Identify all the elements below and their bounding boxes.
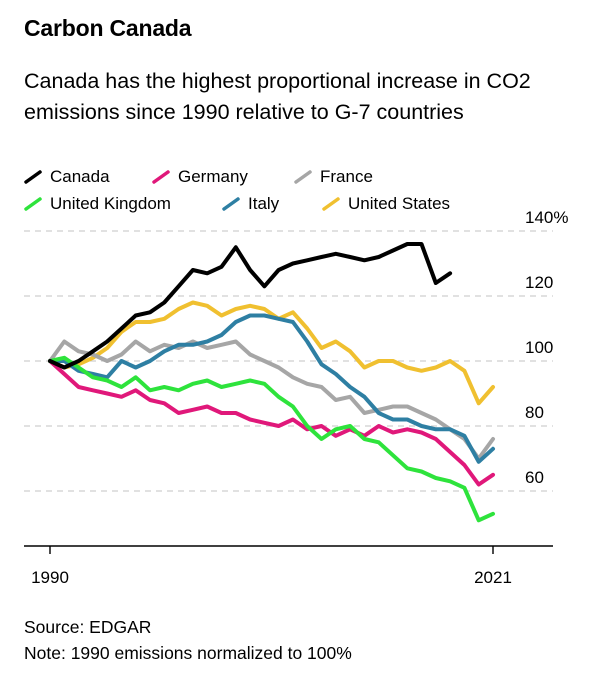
legend-swatch-france [294, 170, 312, 184]
series-line-united-kingdom [48, 355, 495, 523]
series-line-united-states [48, 300, 495, 406]
legend-item-united-kingdom: United Kingdom [24, 194, 171, 214]
y-tick-label-120: 120 [525, 273, 553, 292]
legend-label-united-states: United States [348, 194, 451, 213]
legend-label-france: France [320, 167, 373, 186]
legend-swatch-united-states [322, 197, 340, 211]
legend-swatch-italy [222, 197, 240, 211]
x-tick-label-1990: 1990 [31, 568, 69, 587]
series-line-canada [48, 242, 453, 370]
legend-label-germany: Germany [178, 167, 248, 186]
legend: Canada Germany France United Kingdom Ita… [24, 167, 584, 223]
legend-label-canada: Canada [50, 167, 110, 186]
legend-swatch-canada [24, 170, 42, 184]
series-line-italy [48, 313, 495, 464]
y-tick-label-80: 80 [525, 403, 544, 422]
legend-swatch-germany [152, 170, 170, 184]
y-tick-label-140: 140% [525, 208, 568, 227]
legend-item-canada: Canada [24, 167, 110, 187]
source-text: Source: EDGAR [24, 617, 152, 637]
legend-swatch-united-kingdom [24, 197, 42, 211]
legend-item-germany: Germany [152, 167, 248, 187]
source-note: Source: EDGAR Note: 1990 emissions norma… [24, 614, 352, 666]
x-tick-label-2021: 2021 [474, 568, 512, 587]
series-line-germany [48, 359, 495, 487]
legend-item-france: France [294, 167, 373, 187]
legend-label-united-kingdom: United Kingdom [50, 194, 171, 213]
chart-subtitle: Canada has the highest proportional incr… [24, 69, 531, 124]
legend-label-italy: Italy [248, 194, 280, 213]
series-line-france [48, 339, 495, 461]
chart-title: Carbon Canada [24, 15, 192, 41]
y-tick-label-60: 60 [525, 468, 544, 487]
note-text: Note: 1990 emissions normalized to 100% [24, 643, 352, 663]
line-chart: 60 80 100 120 140% 1990 2021 [24, 208, 568, 587]
y-tick-label-100: 100 [525, 338, 553, 357]
legend-item-italy: Italy [222, 194, 279, 214]
legend-item-united-states: United States [322, 194, 450, 214]
